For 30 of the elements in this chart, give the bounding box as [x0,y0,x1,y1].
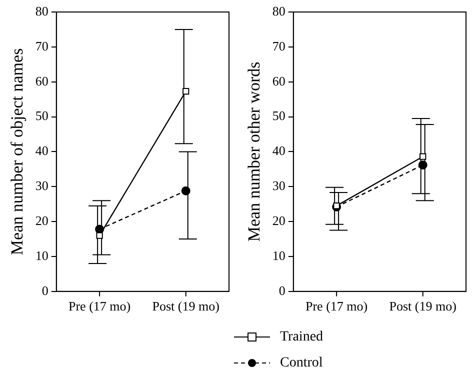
y-axis-title: Mean number other words [244,62,264,242]
point [96,232,103,239]
y-tick-label: 80 [35,3,48,18]
y-tick-label: 50 [35,108,48,124]
point [182,88,190,95]
y-tick-label: 0 [278,282,286,298]
x-tick-label: Pre (17 mo) [305,298,368,314]
y-tick-label: 80 [272,3,286,18]
point [181,186,190,196]
y-tick-label: 60 [272,73,286,88]
legend-label: Trained [280,330,324,345]
legend-label: Control [280,356,323,371]
y-tick-label: 40 [272,143,286,158]
y-tick-label: 20 [272,212,286,228]
x-tick-label: Post (19 mo) [389,298,456,314]
y-tick-label: 20 [35,212,48,228]
point [420,153,426,160]
y-axis-title: Mean number of object names [8,48,27,256]
y-tick-label: 30 [272,178,286,194]
y-tick-label: 10 [272,248,286,263]
y-tick-label: 10 [35,248,48,263]
y-tick-label: 70 [35,38,48,54]
y-tick-label: 50 [272,108,286,124]
y-tick-label: 30 [35,178,48,194]
x-tick-label: Post (19 mo) [152,298,220,314]
x-tick-label: Pre (17 mo) [68,298,131,314]
y-tick-label: 60 [35,73,48,88]
y-tick-label: 70 [272,38,286,54]
y-tick-label: 40 [35,143,48,158]
y-tick-label: 0 [42,282,48,298]
